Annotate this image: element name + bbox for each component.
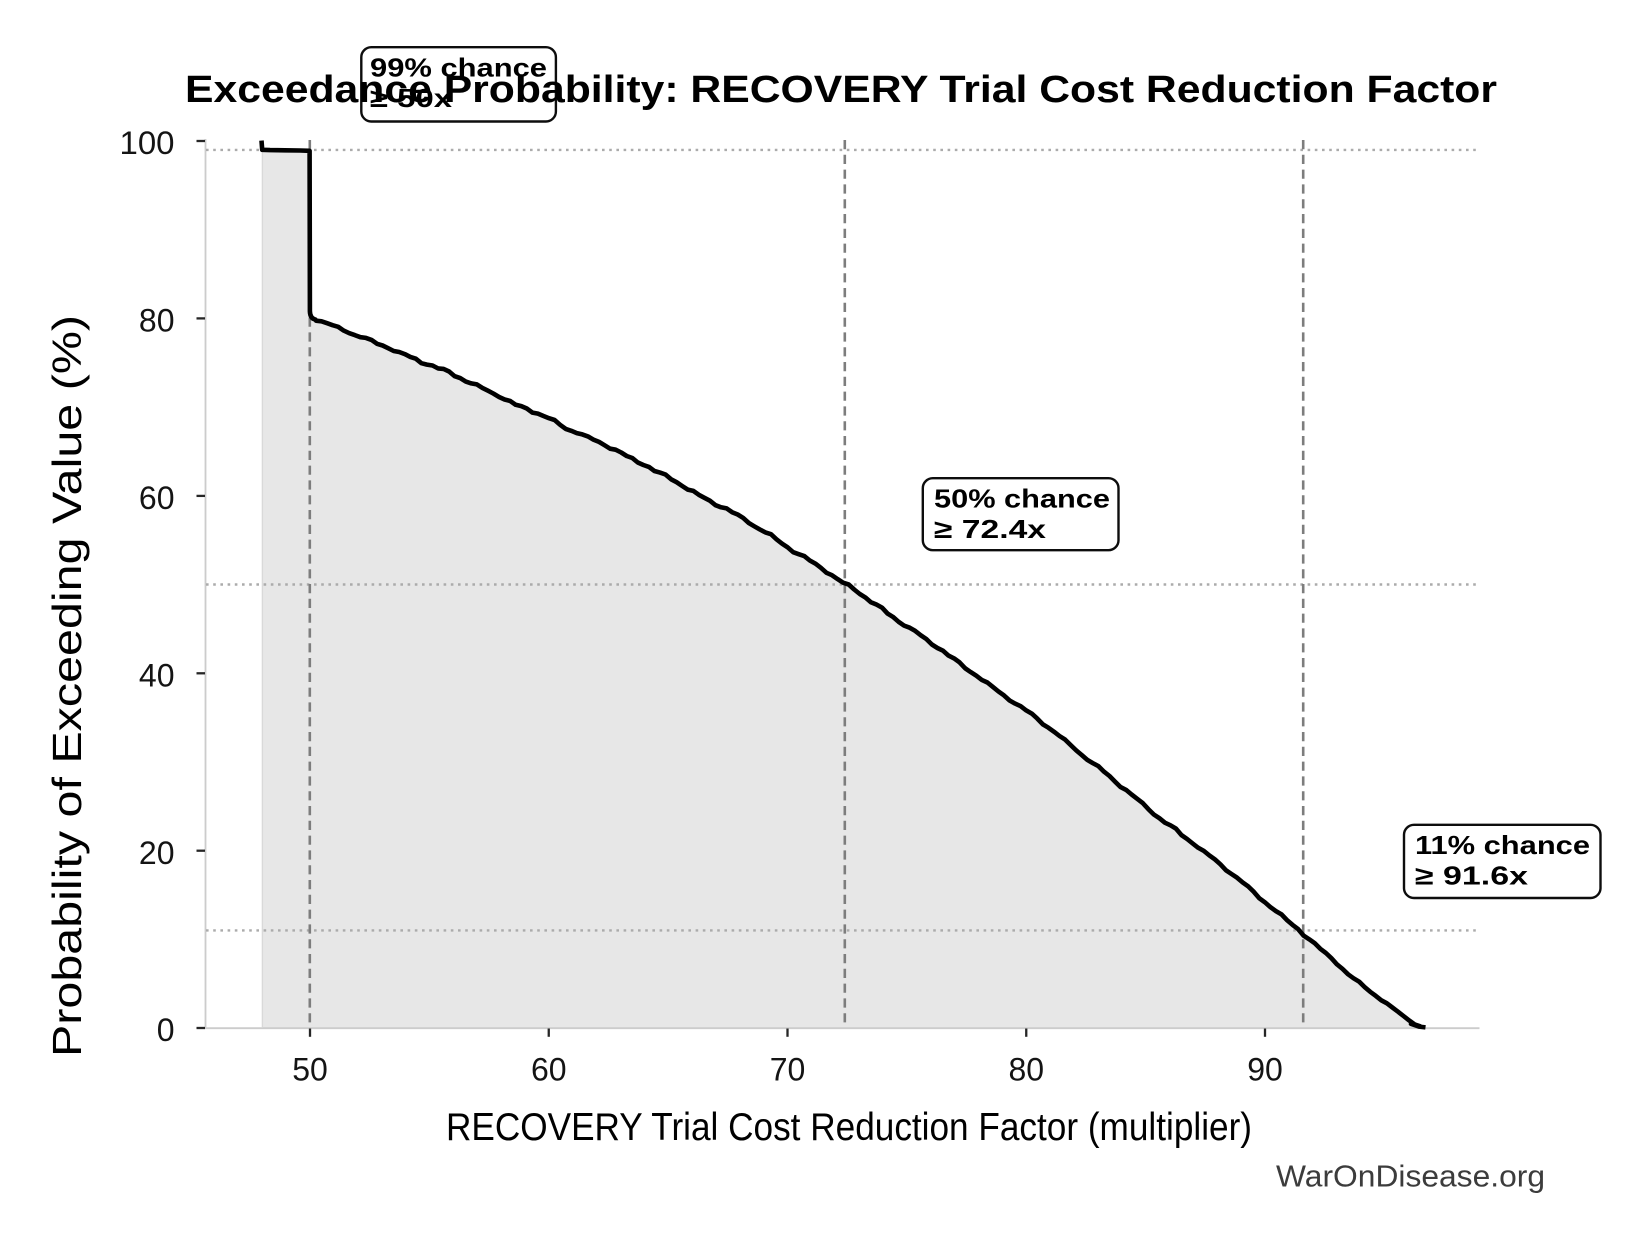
svg-text:Probability of Exceeding Value: Probability of Exceeding Value (%) [44,315,90,1057]
svg-text:60: 60 [139,480,175,516]
svg-text:80: 80 [1008,1052,1044,1088]
svg-text:99% chance: 99% chance [370,53,547,83]
svg-text:80: 80 [139,303,175,339]
svg-text:70: 70 [770,1052,806,1088]
svg-text:WarOnDisease.org: WarOnDisease.org [1276,1159,1545,1194]
svg-text:90: 90 [1247,1052,1283,1088]
svg-text:11% chance: 11% chance [1415,830,1590,860]
svg-text:50% chance: 50% chance [934,484,1110,514]
svg-text:≥ 50x: ≥ 50x [370,83,453,113]
svg-text:≥ 72.4x: ≥ 72.4x [934,514,1047,544]
svg-text:0: 0 [157,1012,175,1048]
svg-text:RECOVERY Trial Cost Reduction: RECOVERY Trial Cost Reduction Factor (mu… [446,1106,1252,1149]
svg-text:≥ 91.6x: ≥ 91.6x [1415,861,1529,891]
svg-text:20: 20 [139,835,175,871]
svg-text:60: 60 [531,1052,567,1088]
svg-text:Exceedance Probability: RECOVE: Exceedance Probability: RECOVERY Trial C… [185,69,1497,111]
svg-text:40: 40 [139,658,175,694]
svg-text:100: 100 [120,125,175,161]
svg-text:50: 50 [292,1052,328,1088]
